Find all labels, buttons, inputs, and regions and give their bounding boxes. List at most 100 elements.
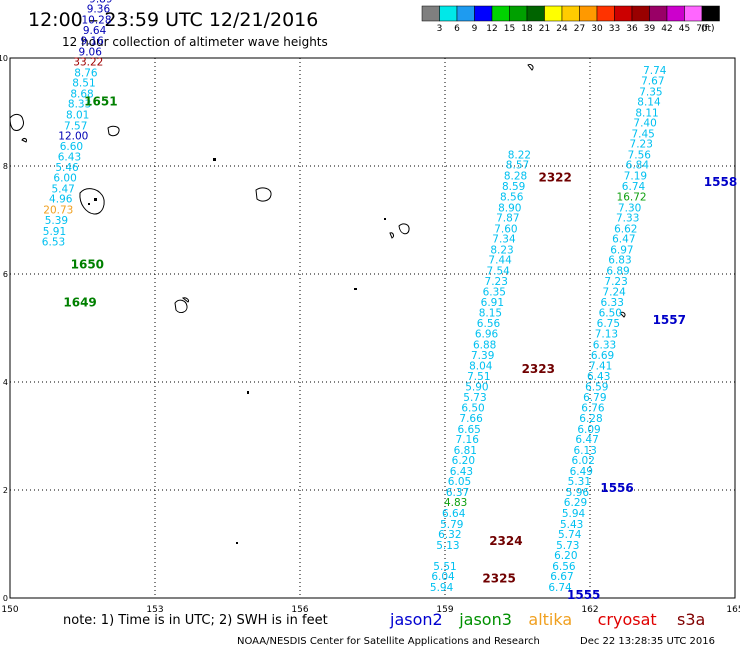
wave-height-value: 6.74 [548, 582, 572, 594]
wave-height-value: 7.40 [633, 118, 656, 130]
wave-height-value: 6.81 [454, 445, 477, 457]
wave-height-value: 6.47 [575, 434, 598, 446]
wave-height-value: 7.45 [631, 128, 654, 140]
legend-swatch [649, 5, 668, 22]
wave-height-value: 6.35 [483, 287, 506, 299]
wave-height-value: 6.62 [614, 223, 637, 235]
legend-tick-label: 18 [521, 24, 533, 34]
wave-height-value: 7.34 [492, 234, 516, 246]
wave-height-value: 6.76 [581, 403, 605, 415]
wave-height-value: 6.69 [591, 350, 614, 362]
wave-height-value: 9.16 [80, 36, 104, 48]
wave-height-value: 8.11 [635, 107, 658, 119]
legend-swatch [509, 5, 528, 22]
wave-height-value: 6.67 [550, 571, 573, 583]
wave-height-value: 6.13 [573, 445, 596, 457]
pass-id-label: 1556 [600, 481, 633, 495]
wave-height-value: 6.91 [481, 297, 504, 309]
latitude-tick-label: 0 [3, 594, 8, 603]
island-dot [354, 288, 357, 290]
legend-tick-label: 70 [696, 24, 708, 34]
wave-height-value: 8.51 [72, 78, 95, 90]
wave-height-legend: 3 6 9 12 15 18 21 24 27 30 33 36 39 42 45 70 [421, 5, 720, 34]
wave-height-value: 7.67 [641, 75, 664, 87]
wave-height-value: 7.23 [604, 276, 627, 288]
satellite-legend-item: altika [528, 610, 572, 629]
wave-height-value: 6.33 [601, 297, 624, 309]
wave-height-observations: 6.535.915.3920.734.965.476.005.466.436.6… [42, 0, 667, 594]
wave-height-value: 4.83 [444, 497, 467, 509]
island-outline [181, 297, 189, 303]
wave-height-value: 6.50 [461, 403, 484, 415]
wave-height-value: 8.15 [479, 308, 502, 320]
lat-lon-grid [10, 58, 735, 598]
wave-height-value: 9.06 [79, 46, 103, 58]
island-outline [174, 299, 188, 314]
wave-height-value: 5.51 [433, 561, 456, 573]
wave-height-value: 6.20 [554, 550, 577, 562]
island-outline [9, 113, 24, 131]
latitude-tick-label: 2 [3, 486, 8, 495]
wave-height-value: 5.91 [43, 226, 66, 238]
wave-height-value: 6.43 [58, 152, 81, 164]
wave-height-value: 6.74 [622, 181, 646, 193]
wave-height-value: 7.16 [456, 434, 480, 446]
latitude-tick-label: 4 [3, 378, 8, 387]
wave-height-value: 9.64 [83, 25, 107, 37]
wave-height-value: 9.36 [87, 4, 111, 16]
map-frame [9, 57, 736, 599]
legend-tick-label: 15 [504, 24, 515, 34]
wave-height-value: 5.47 [51, 183, 74, 195]
legend-tick-label: 27 [574, 24, 585, 34]
wave-height-value: 5.39 [45, 215, 68, 227]
wave-height-value: 8.22 [508, 149, 531, 161]
pass-id-label: 1557 [653, 313, 686, 327]
wave-height-value: 8.59 [502, 181, 525, 193]
legend-tick-label: 24 [556, 24, 568, 34]
wave-height-value: 4.96 [49, 194, 73, 206]
legend-swatch [544, 5, 563, 22]
satellite-legend-item: s3a [677, 610, 705, 629]
wave-height-value: 6.28 [579, 413, 602, 425]
wave-height-value: 8.23 [490, 244, 513, 256]
wave-height-value: 6.50 [599, 308, 622, 320]
pass-id-label: 1649 [63, 295, 96, 309]
map-plot-area: 1501531561591621650246810 [0, 0, 740, 615]
legend-swatch [456, 5, 475, 22]
wave-height-value: 8.01 [66, 109, 89, 121]
wave-height-value: 7.41 [589, 361, 612, 373]
wave-height-value: 6.04 [431, 571, 455, 583]
legend-tick-label: 21 [539, 24, 550, 34]
wave-height-value: 7.54 [486, 266, 510, 278]
pass-id-label: 2324 [489, 534, 522, 548]
wave-height-value: 5.79 [440, 519, 463, 531]
satellite-legend: jason2 jason3 altika cryosat s3a [389, 610, 705, 629]
wave-height-value: 33.22 [73, 57, 103, 69]
legend-swatch [474, 5, 493, 22]
latitude-tick-label: 6 [3, 270, 8, 279]
legend-tick-label: 12 [486, 24, 497, 34]
wave-height-value: 20.73 [43, 205, 73, 217]
legend-tick-label: 45 [679, 24, 690, 34]
wave-height-value: 8.04 [469, 361, 493, 373]
legend-tick-label: 39 [644, 24, 656, 34]
map-subtitle: 12 hour collection of altimeter wave hei… [62, 35, 328, 49]
legend-tick-label: 9 [472, 24, 478, 34]
wave-height-value: 5.94 [430, 582, 454, 594]
wave-height-value: 7.87 [496, 213, 519, 225]
wave-height-value: 6.60 [60, 141, 83, 153]
legend-swatch [684, 5, 703, 22]
wave-height-value: 6.29 [564, 497, 587, 509]
island-dot [384, 218, 386, 220]
wave-height-value: 6.97 [610, 244, 633, 256]
island-dot [213, 158, 216, 161]
legend-swatch [439, 5, 458, 22]
wave-height-value: 6.49 [570, 466, 593, 478]
axis-tick-labels: 1501531561591621650246810 [0, 54, 740, 615]
wave-height-value: 6.89 [606, 266, 629, 278]
wave-height-value: 8.76 [74, 67, 98, 79]
wave-height-value: 7.24 [602, 287, 626, 299]
footer-note: note: 1) Time is in UTC; 2) SWH is in fe… [63, 613, 328, 628]
satellite-legend-item: jason2 [389, 610, 443, 629]
wave-height-value: 9.89 [89, 0, 112, 5]
